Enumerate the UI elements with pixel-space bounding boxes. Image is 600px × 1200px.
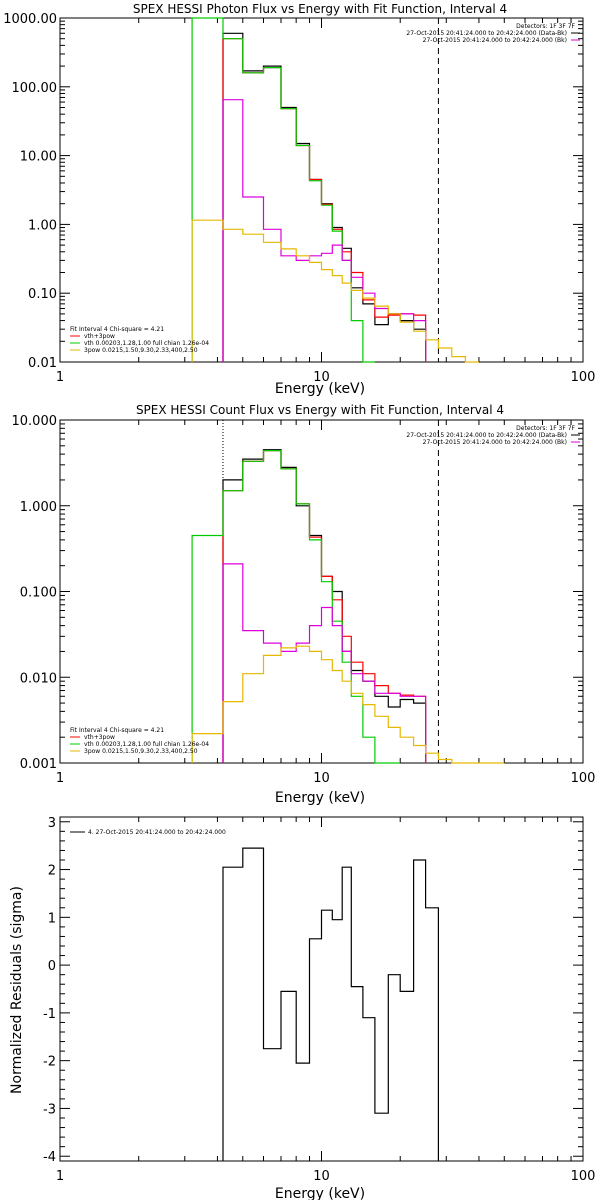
- series-0-line: [222, 449, 427, 763]
- y-tick-label: 3: [48, 816, 56, 831]
- legend-bottom-left-text: vth 0.00203,1.28,1.00 full chian 1.26e-0…: [84, 340, 209, 347]
- y-tick-label: 0.001: [20, 757, 57, 772]
- series-0-line: [222, 847, 439, 1161]
- series-0-line: [222, 32, 427, 362]
- y-tick-label: 0.10: [28, 287, 57, 302]
- x-tick-label: 1: [56, 370, 64, 385]
- count-flux-panel: SPEX HESSI Count Flux vs Energy with Fit…: [12, 403, 596, 806]
- legend-top-right-text: Detectors: 1F 3F 7F: [516, 425, 575, 432]
- series-3-line: [222, 563, 427, 763]
- y-tick-label: -3: [43, 1102, 56, 1117]
- series-3-line: [222, 99, 427, 362]
- y-tick-label: 1.000: [20, 500, 57, 515]
- legend-bottom-left-text: 3pow 0.0215,1.50,9.30,2.33,400,2.50: [84, 347, 198, 354]
- count-flux-xlabel: Energy (keV): [275, 790, 365, 806]
- legend-text: 4. 27-Oct-2015 20:41:24.000 to 20:42:24.…: [88, 829, 226, 836]
- photon-flux-panel: SPEX HESSI Photon Flux vs Energy with Fi…: [3, 2, 595, 397]
- x-tick-label: 100: [571, 370, 596, 385]
- y-tick-label: -4: [43, 1150, 56, 1165]
- y-tick-label: 0.100: [20, 586, 57, 601]
- series-2-line: [191, 17, 375, 363]
- x-tick-label: 100: [571, 1169, 596, 1184]
- residuals-xlabel: Energy (keV): [275, 1186, 365, 1200]
- y-tick-label: 1000.00: [3, 12, 57, 27]
- y-tick-label: -2: [43, 1055, 56, 1070]
- series-4-line: [191, 645, 505, 764]
- y-tick-label: 1: [48, 911, 56, 926]
- x-tick-label: 10: [313, 370, 330, 385]
- photon-flux-xlabel: Energy (keV): [275, 381, 365, 397]
- legend-bottom-left-text: Fit Interval 4 Chi-square = 4.21: [70, 326, 164, 333]
- photon-flux-title: SPEX HESSI Photon Flux vs Energy with Fi…: [133, 2, 507, 16]
- y-tick-label: -1: [43, 1007, 56, 1022]
- y-tick-label: 0.01: [28, 356, 57, 371]
- x-tick-label: 10: [313, 771, 330, 786]
- y-tick-label: 2: [48, 864, 56, 879]
- plot-frame: [59, 816, 584, 1162]
- x-tick-label: 100: [571, 771, 596, 786]
- legend-top-right-text: 27-Oct-2015 20:41:24.000 to 20:42:24.000…: [423, 37, 567, 44]
- legend-bottom-left-text: 3pow 0.0215,1.50,9.30,2.33,400,2.50: [84, 748, 198, 755]
- y-tick-label: 1.00: [28, 218, 57, 233]
- plot-frame: [59, 419, 584, 764]
- series-4-line: [191, 219, 479, 363]
- series-1-line: [222, 450, 427, 763]
- x-tick-label: 10: [313, 1169, 330, 1184]
- residuals-ylabel: Normalized Residuals (sigma): [9, 886, 25, 1094]
- series-2-line: [191, 450, 401, 764]
- y-tick-label: 10.000: [12, 414, 58, 429]
- y-tick-label: 100.00: [12, 81, 58, 96]
- x-tick-label: 1: [56, 771, 64, 786]
- legend-top-right-text: 27-Oct-2015 20:41:24.000 to 20:42:24.000…: [406, 432, 567, 439]
- residuals-panel: Energy (keV) Normalized Residuals (sigma…: [9, 816, 595, 1200]
- legend-top-right-text: 27-Oct-2015 20:41:24.000 to 20:42:24.000…: [423, 439, 567, 446]
- legend-bottom-left-text: vth+3pow: [84, 333, 115, 340]
- y-tick-label: 0.010: [20, 671, 57, 686]
- legend-bottom-left-text: Fit Interval 4 Chi-square = 4.21: [70, 727, 164, 734]
- legend-top-right-text: Detectors: 1F 3F 7F: [516, 23, 575, 30]
- y-tick-label: 10.00: [20, 150, 57, 165]
- x-tick-label: 1: [56, 1169, 64, 1184]
- legend-bottom-left-text: vth 0.00203,1.28,1.00 full chian 1.26e-0…: [84, 741, 209, 748]
- legend-top-right-text: 27-Oct-2015 20:41:24.000 to 20:42:24.000…: [406, 30, 567, 37]
- legend-bottom-left-text: vth+3pow: [84, 734, 115, 741]
- y-tick-label: 0: [48, 959, 56, 974]
- count-flux-title: SPEX HESSI Count Flux vs Energy with Fit…: [136, 403, 504, 417]
